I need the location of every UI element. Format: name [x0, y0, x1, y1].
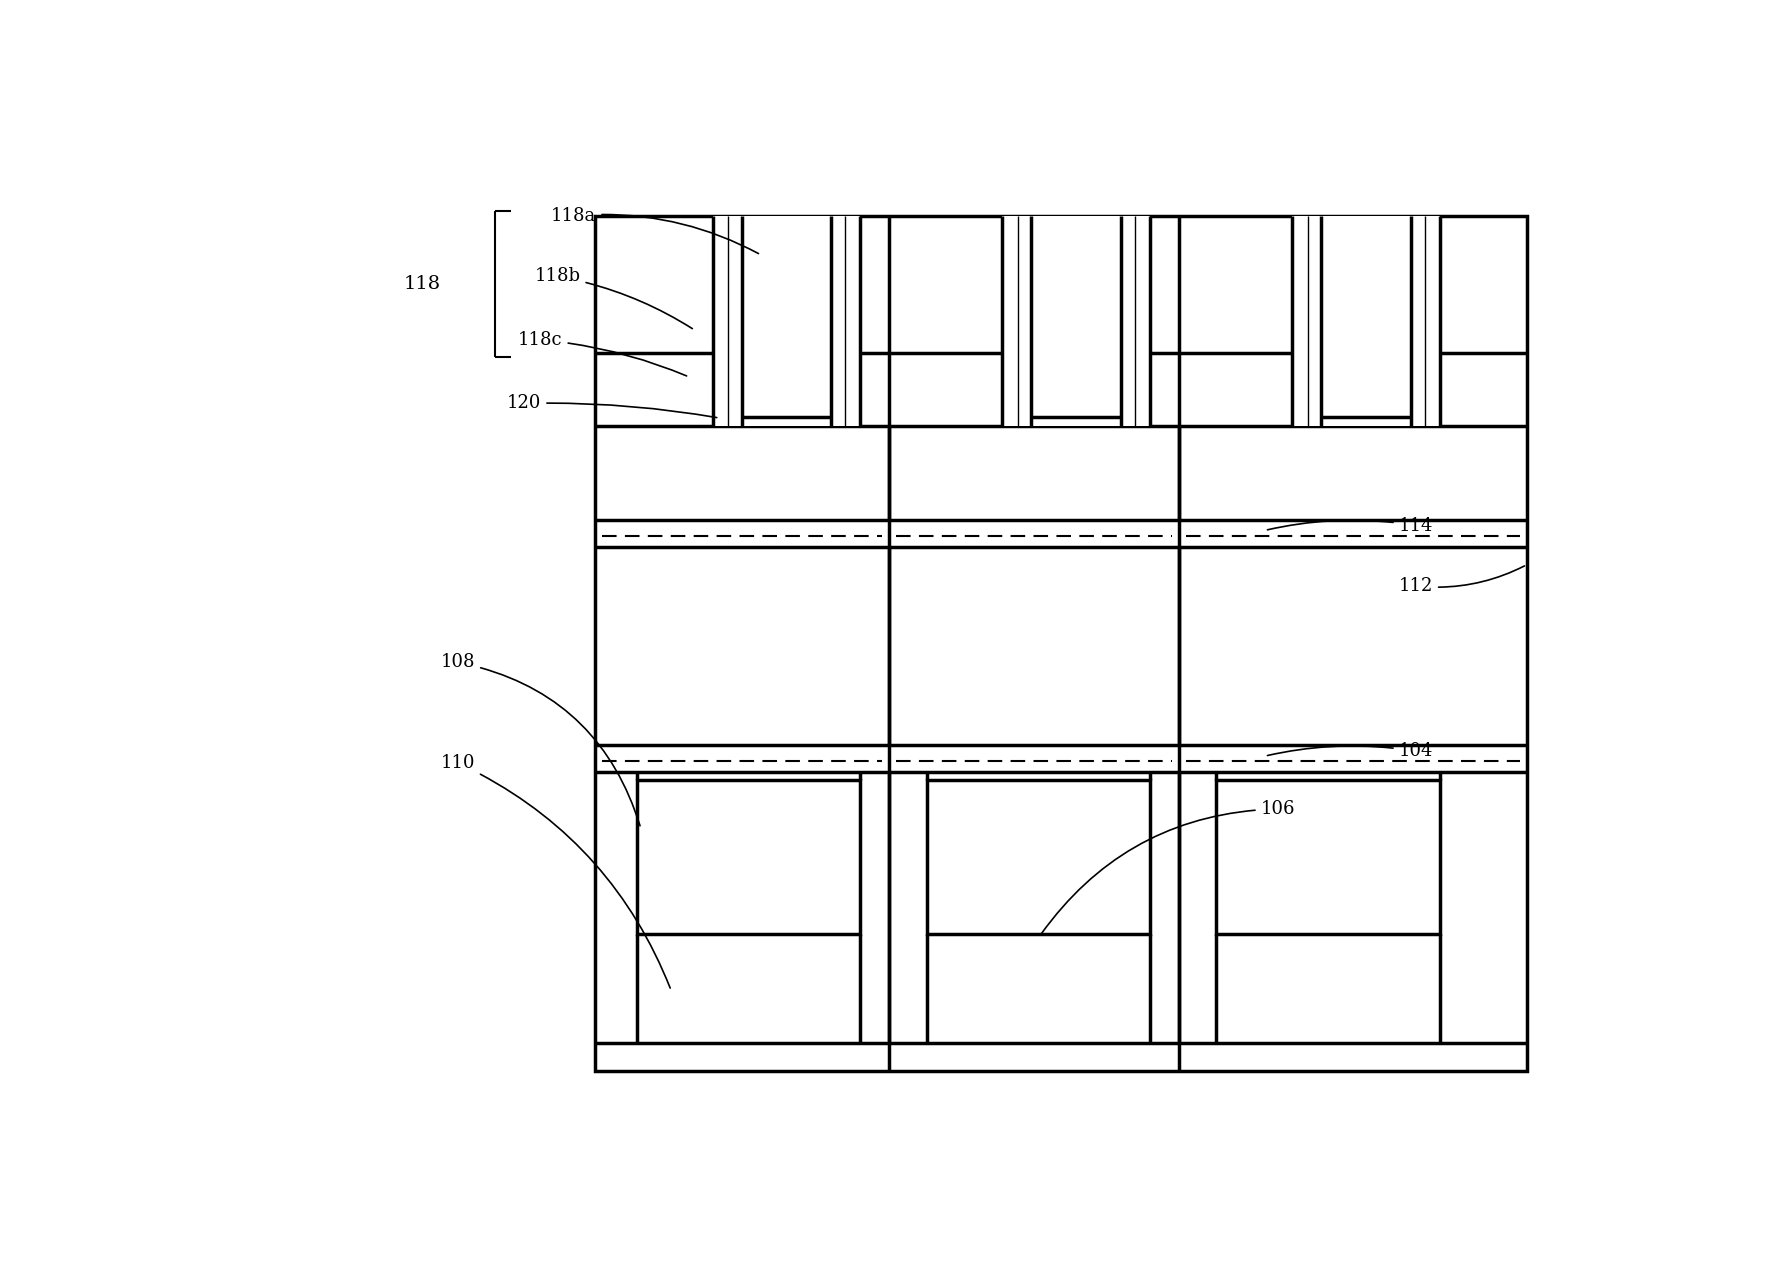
Bar [1292, 216, 1440, 426]
Bar [595, 216, 1525, 1071]
Text: 104: 104 [1267, 742, 1433, 760]
Text: 110: 110 [440, 754, 669, 989]
Bar [1216, 779, 1440, 934]
Text: 108: 108 [440, 654, 639, 826]
Text: 114: 114 [1267, 516, 1433, 534]
Text: 120: 120 [507, 395, 716, 418]
Bar [926, 779, 1150, 934]
Bar [712, 216, 860, 426]
Text: 118c: 118c [518, 331, 687, 376]
Bar [635, 779, 860, 934]
Bar [1002, 216, 1150, 426]
Text: 118a: 118a [550, 207, 758, 254]
Text: 118: 118 [404, 275, 440, 293]
Text: 118b: 118b [534, 268, 692, 329]
Text: 106: 106 [1041, 799, 1294, 934]
Text: 112: 112 [1397, 566, 1524, 595]
